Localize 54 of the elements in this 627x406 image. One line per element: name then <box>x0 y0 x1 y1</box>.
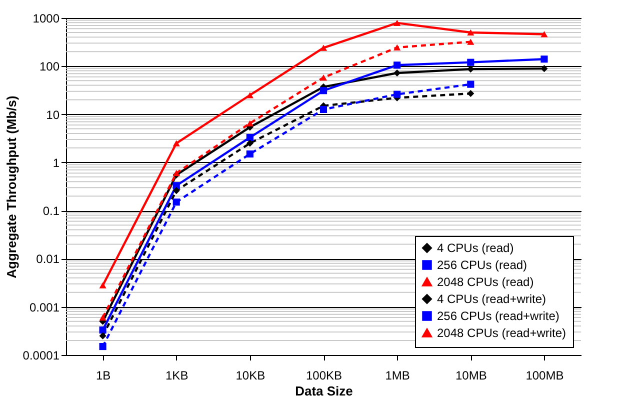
y-tick-label: 0.1 <box>42 204 60 218</box>
point <box>394 44 401 51</box>
y-tick-label: 1 <box>52 156 60 170</box>
y-tick-label: 0.0001 <box>22 348 60 362</box>
y-tick-label: 1000 <box>32 12 60 26</box>
point <box>540 65 548 72</box>
point <box>99 326 106 334</box>
point <box>99 332 106 340</box>
x-tick-label: 1B <box>96 368 111 382</box>
legend-label: 2048 CPUs (read) <box>437 275 534 289</box>
point <box>540 56 548 63</box>
point <box>467 58 474 66</box>
point <box>172 187 180 194</box>
point <box>394 62 401 69</box>
x-tick-label: 10MB <box>455 368 487 382</box>
legend-label: 4 CPUs (read+write) <box>437 292 546 306</box>
x-tick-label: 1MB <box>385 368 410 382</box>
y-tick-label: 10 <box>46 108 60 122</box>
point <box>246 150 254 158</box>
x-tick-label: 10KB <box>236 368 266 382</box>
point <box>467 38 474 45</box>
point <box>467 90 474 98</box>
x-tick-label: 1KB <box>166 368 188 382</box>
point <box>246 92 254 98</box>
point <box>246 134 254 141</box>
x-tick-label: 100KB <box>306 368 342 382</box>
x-tick-label: 100MB <box>526 368 564 382</box>
x-axis-title: Data Size <box>295 384 353 398</box>
legend-label: 256 CPUs (read+write) <box>437 309 560 323</box>
point <box>99 282 106 288</box>
point <box>320 44 328 51</box>
point <box>394 20 401 26</box>
point <box>99 342 106 350</box>
point <box>172 140 180 146</box>
point <box>320 87 328 94</box>
point <box>394 90 401 98</box>
y-tick-label: 0.001 <box>29 300 60 314</box>
point <box>467 29 474 36</box>
point <box>540 31 548 38</box>
point <box>99 314 106 321</box>
legend-label: 2048 CPUs (read+write) <box>437 326 566 340</box>
point <box>172 198 180 206</box>
point <box>467 80 474 88</box>
legend-label: 256 CPUs (read) <box>437 258 528 272</box>
point <box>320 106 328 113</box>
point <box>246 120 254 126</box>
point <box>467 66 474 73</box>
point <box>246 140 254 147</box>
point <box>320 74 328 81</box>
point <box>172 182 180 190</box>
y-axis-title: Aggregate Throughput (Mb/s) <box>4 96 19 278</box>
y-tick-label: 100 <box>39 60 60 74</box>
legend-label: 4 CPUs (read) <box>437 241 514 255</box>
y-tick-label: 0.01 <box>36 252 60 266</box>
